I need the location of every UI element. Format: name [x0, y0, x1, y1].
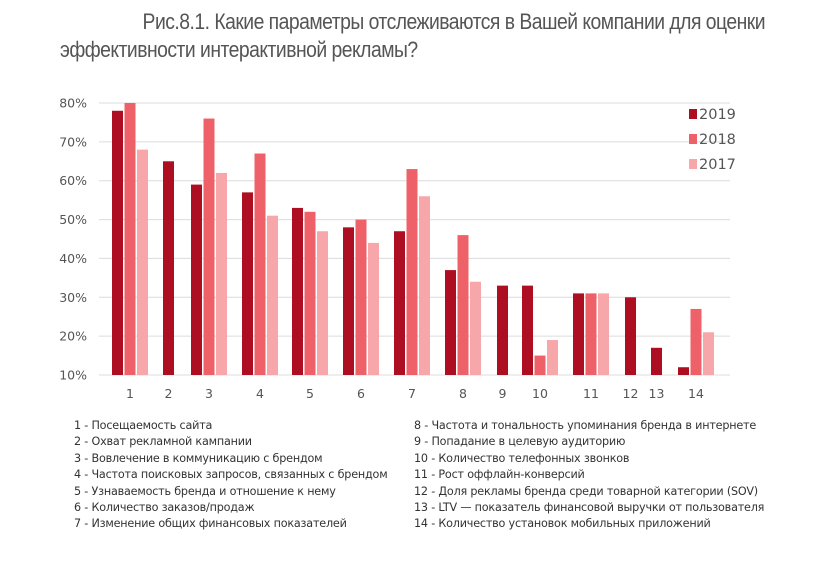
- bar-2019-cat-3: [191, 184, 202, 375]
- category-legend-item: 10 - Количество телефонных звонков: [414, 451, 630, 465]
- bar-2018-cat-8: [457, 235, 469, 375]
- x-tick-label: 9: [499, 386, 507, 401]
- x-tick-label: 14: [688, 386, 704, 401]
- bar-2019-cat-1: [112, 110, 123, 376]
- bar-2018-cat-14: [690, 308, 702, 375]
- legend-label-2017: 2017: [699, 157, 736, 173]
- legend-swatch-2019: [689, 109, 697, 119]
- category-legend-item: 14 - Количество установок мобильных прил…: [414, 517, 711, 531]
- x-tick-label: 7: [408, 386, 416, 401]
- bar-2019-cat-12: [625, 297, 636, 375]
- bar-2017-cat-11: [598, 293, 609, 375]
- x-tick-label: 5: [306, 386, 314, 401]
- y-tick-label: 60%: [59, 173, 87, 188]
- legend-swatch-2017: [689, 159, 697, 169]
- x-tick-label: 13: [649, 386, 665, 401]
- category-legend-item: 1 - Посещаемость сайта: [74, 419, 213, 432]
- x-tick-label: 4: [256, 386, 264, 401]
- bar-2018-cat-10: [534, 355, 546, 375]
- bar-2019-cat-7: [394, 231, 405, 375]
- x-axis-ticks: 1 2 3 4 5 6 7 8 9 10 11 12 13 14: [126, 386, 704, 401]
- category-legend-left: 1 - Посещаемость сайта 2 - Охват рекламн…: [74, 418, 388, 533]
- y-tick-label: 40%: [59, 251, 87, 266]
- legend-swatch-2018: [689, 134, 697, 144]
- y-tick-label: 70%: [59, 134, 87, 149]
- bar-2017-cat-8: [470, 281, 481, 375]
- bar-2017-cat-1: [137, 149, 148, 375]
- bar-2019-cat-8: [445, 270, 456, 375]
- y-tick-label: 50%: [59, 212, 87, 227]
- x-tick-label: 6: [357, 386, 365, 401]
- category-legend-item: 6 - Количество заказов/продаж: [74, 501, 255, 515]
- category-legend-item: 7 - Изменение общих финансовых показател…: [74, 517, 347, 531]
- x-tick-label: 1: [126, 386, 134, 401]
- bars: [112, 103, 714, 376]
- x-tick-label: 3: [205, 386, 213, 401]
- category-legend-item: 13 - LTV — показатель финансовой выручки…: [414, 501, 765, 515]
- category-legend-item: 8 - Частота и тональность упоминания бре…: [414, 419, 757, 432]
- bar-2017-cat-3: [216, 172, 227, 375]
- bar-2019-cat-9: [497, 285, 508, 375]
- category-legend-item: 3 - Вовлечение в коммуникацию с брендом: [74, 451, 323, 465]
- y-tick-label: 20%: [59, 329, 87, 344]
- legend-label-2018: 2018: [699, 132, 736, 148]
- y-tick-label: 10%: [59, 368, 87, 383]
- bar-2017-cat-7: [419, 196, 430, 375]
- bar-2018-cat-11: [585, 293, 597, 375]
- x-tick-label: 8: [459, 386, 467, 401]
- bar-2017-cat-14: [703, 332, 714, 375]
- bar-2017-cat-5: [317, 231, 328, 375]
- bar-2018-cat-6: [355, 219, 367, 375]
- chart-title-line-2: эффективности интерактивной рекламы?: [60, 37, 418, 62]
- legend-label-2019: 2019: [699, 107, 736, 123]
- bar-2017-cat-10: [547, 340, 558, 375]
- category-legend-item: 2 - Охват рекламной кампании: [74, 435, 252, 449]
- x-tick-label: 11: [583, 386, 599, 401]
- bar-2019-cat-4: [242, 192, 253, 375]
- x-tick-label: 12: [623, 386, 639, 401]
- chart-title: Рис.8.1. Какие параметры отслеживаются в…: [60, 8, 800, 64]
- bar-2018-cat-3: [203, 118, 215, 376]
- bar-2019-cat-14: [678, 367, 689, 375]
- category-legend-item: 9 - Попадание в целевую аудиторию: [414, 435, 626, 449]
- bar-2019-cat-11: [573, 293, 584, 375]
- y-axis-ticks: 10% 20% 30% 40% 50% 60% 70% 80%: [59, 96, 87, 383]
- bar-2019-cat-6: [343, 227, 354, 375]
- category-legend-item: 12 - Доля рекламы бренда среди товарной …: [414, 484, 758, 498]
- bar-2019-cat-13: [651, 347, 662, 375]
- series-legend: 2019 2018 2017: [689, 107, 736, 173]
- bar-2019-cat-2: [163, 161, 174, 375]
- bar-2019-cat-10: [522, 285, 533, 375]
- bar-2018-cat-4: [254, 153, 266, 375]
- category-legend-item: 4 - Частота поисковых запросов, связанны…: [74, 468, 388, 482]
- y-tick-label: 30%: [59, 290, 87, 305]
- category-legend-item: 11 - Рост оффлайн-конверсий: [414, 468, 585, 482]
- bar-chart: 10%20%30%40%50%60%70%80% 1 2 3 4 5 6 7 8 9 10 11 12…: [59, 96, 736, 402]
- x-tick-label: 2: [165, 386, 173, 401]
- bar-2019-cat-5: [292, 207, 303, 375]
- bar-2017-cat-6: [368, 242, 379, 375]
- bar-2017-cat-4: [267, 215, 278, 375]
- y-tick-label: 80%: [59, 96, 87, 111]
- bar-2018-cat-7: [406, 169, 418, 375]
- bar-2018-cat-5: [304, 211, 316, 375]
- category-legend-item: 5 - Узнаваемость бренда и отношение к не…: [74, 484, 336, 498]
- bar-2018-cat-1: [124, 103, 136, 375]
- chart-title-line-1: Рис.8.1. Какие параметры отслеживаются в…: [142, 9, 766, 34]
- category-legend-right: 8 - Частота и тональность упоминания бре…: [414, 418, 764, 533]
- x-tick-label: 10: [532, 386, 548, 401]
